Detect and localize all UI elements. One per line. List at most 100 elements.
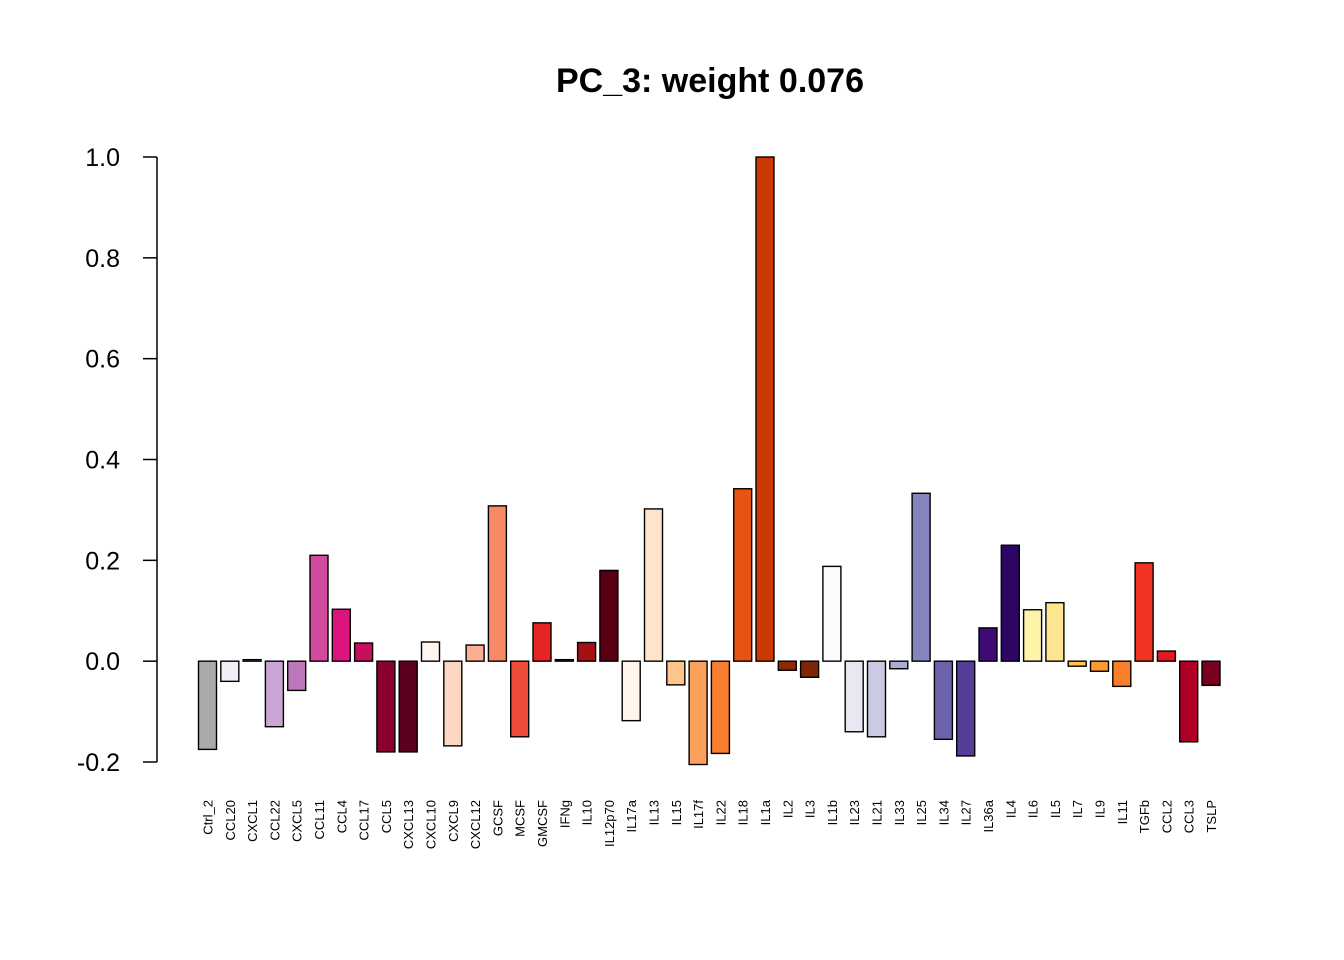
x-tick-label: Ctrl_2	[201, 800, 216, 835]
bar-ctrl_2	[197, 660, 218, 751]
bar-il34	[933, 660, 954, 741]
x-tick-label: IL27	[959, 800, 974, 825]
bar-ccl22	[264, 660, 285, 728]
bar-ccl4	[331, 608, 351, 662]
x-tick-label: IL21	[870, 800, 885, 825]
x-tick-label: IL12p70	[602, 800, 617, 847]
bar-il1a	[755, 156, 775, 662]
bar-il13	[643, 508, 664, 662]
bar-cxcl12	[465, 644, 485, 662]
y-axis: -0.2 0.0 0.2 0.4 0.6 0.8 1.0	[77, 144, 158, 777]
bar-ccl5	[376, 660, 396, 753]
x-tick-label: MCSF	[513, 800, 528, 837]
bar-il36a	[978, 627, 998, 662]
bar-il10	[576, 641, 597, 662]
x-tick-label: IL9	[1093, 800, 1108, 818]
x-tick-label: IL1a	[758, 799, 773, 825]
bar-il17a	[621, 660, 641, 722]
x-tick-label: IL17a	[624, 799, 639, 832]
x-tick-label: IL10	[580, 800, 595, 825]
x-tick-label: IL3	[803, 800, 818, 818]
y-tick-label: 0.6	[85, 346, 120, 374]
bar-il5	[1045, 601, 1065, 662]
bar-gmcsf	[532, 622, 552, 662]
bar-cxcl9	[443, 660, 463, 747]
bar-il3	[799, 660, 820, 678]
x-tick-label: TSLP	[1204, 800, 1219, 833]
x-tick-label: CXCL1	[245, 800, 260, 842]
bar-il25	[911, 492, 931, 662]
bar-il9	[1089, 660, 1110, 672]
x-tick-label: IL23	[847, 800, 862, 825]
bar-cxcl1	[242, 658, 262, 662]
x-tick-label: IL34	[936, 800, 951, 825]
bar-il18	[733, 488, 753, 662]
x-tick-label: CXCL12	[468, 800, 483, 849]
x-tick-label: IL4	[1003, 800, 1018, 818]
bar-gcsf	[487, 505, 508, 662]
x-tick-label: IL2	[780, 800, 795, 818]
x-tick-label: IL11	[1115, 800, 1130, 824]
bars	[197, 156, 1221, 766]
x-tick-label: CCL17	[357, 800, 372, 840]
bar-il23	[844, 660, 864, 733]
x-tick-label: IL36a	[981, 799, 996, 832]
x-tick-label: CCL20	[223, 800, 238, 840]
x-tick-label: TGFb	[1137, 800, 1152, 833]
x-tick-label: IFNg	[557, 800, 572, 828]
x-tick-label: CCL11	[312, 800, 327, 840]
bar-il1b	[822, 565, 842, 662]
bar-ccl11	[309, 554, 329, 662]
x-tick-label: IL22	[713, 800, 728, 825]
bar-il17f	[688, 660, 708, 766]
bar-il11	[1112, 660, 1132, 688]
bar-il22	[710, 660, 731, 755]
x-tick-label: IL33	[892, 800, 907, 825]
bar-il33	[889, 660, 909, 670]
x-tick-label: IL6	[1026, 800, 1041, 818]
bar-il2	[777, 660, 797, 671]
x-tick-label: IL25	[914, 800, 929, 825]
bar-ccl20	[220, 660, 240, 683]
x-tick-label: IL5	[1048, 800, 1063, 818]
bar-il4	[1000, 544, 1020, 662]
x-tick-label: GCSF	[490, 800, 505, 836]
x-tick-label: CXCL5	[290, 800, 305, 842]
x-tick-label: IL15	[669, 800, 684, 825]
x-tick-label: IL7	[1070, 800, 1085, 818]
bar-il27	[956, 660, 976, 757]
bar-ccl3	[1178, 660, 1199, 743]
x-tick-label: CCL22	[267, 800, 282, 840]
x-tick-label: CCL4	[334, 800, 349, 833]
bar-ccl17	[353, 642, 374, 662]
x-tick-label: CCL5	[379, 800, 394, 833]
y-tick-label: 0.2	[85, 547, 120, 575]
x-tick-label: IL18	[736, 800, 751, 825]
x-tick-label: IL17f	[691, 800, 706, 829]
bar-ifng	[554, 658, 574, 662]
bar-cxcl5	[287, 660, 307, 692]
x-tick-label: CXCL10	[424, 800, 439, 849]
x-tick-label: CXCL13	[401, 800, 416, 849]
x-tick-label: CXCL9	[446, 800, 461, 842]
x-tick-label: GMCSF	[535, 800, 550, 847]
chart-title: PC_3: weight 0.076	[556, 62, 864, 100]
bar-ccl2	[1156, 650, 1177, 662]
y-tick-label: 1.0	[85, 144, 120, 172]
bar-cxcl13	[398, 660, 418, 753]
x-tick-label: CCL2	[1159, 800, 1174, 833]
bar-il15	[666, 660, 686, 686]
bar-il21	[866, 660, 887, 738]
bar-tslp	[1201, 660, 1221, 687]
y-tick-label: 0.0	[85, 648, 120, 676]
bar-il12p70	[599, 569, 619, 662]
bar-il7	[1067, 660, 1087, 667]
y-tick-label: 0.4	[85, 447, 120, 475]
x-tick-label: CCL3	[1182, 800, 1197, 833]
bar-cxcl10	[420, 641, 441, 662]
x-tick-label: IL1b	[825, 800, 840, 825]
bar-tgfb	[1134, 562, 1154, 662]
x-tick-label: IL13	[647, 800, 662, 825]
y-tick-label: -0.2	[77, 749, 120, 777]
